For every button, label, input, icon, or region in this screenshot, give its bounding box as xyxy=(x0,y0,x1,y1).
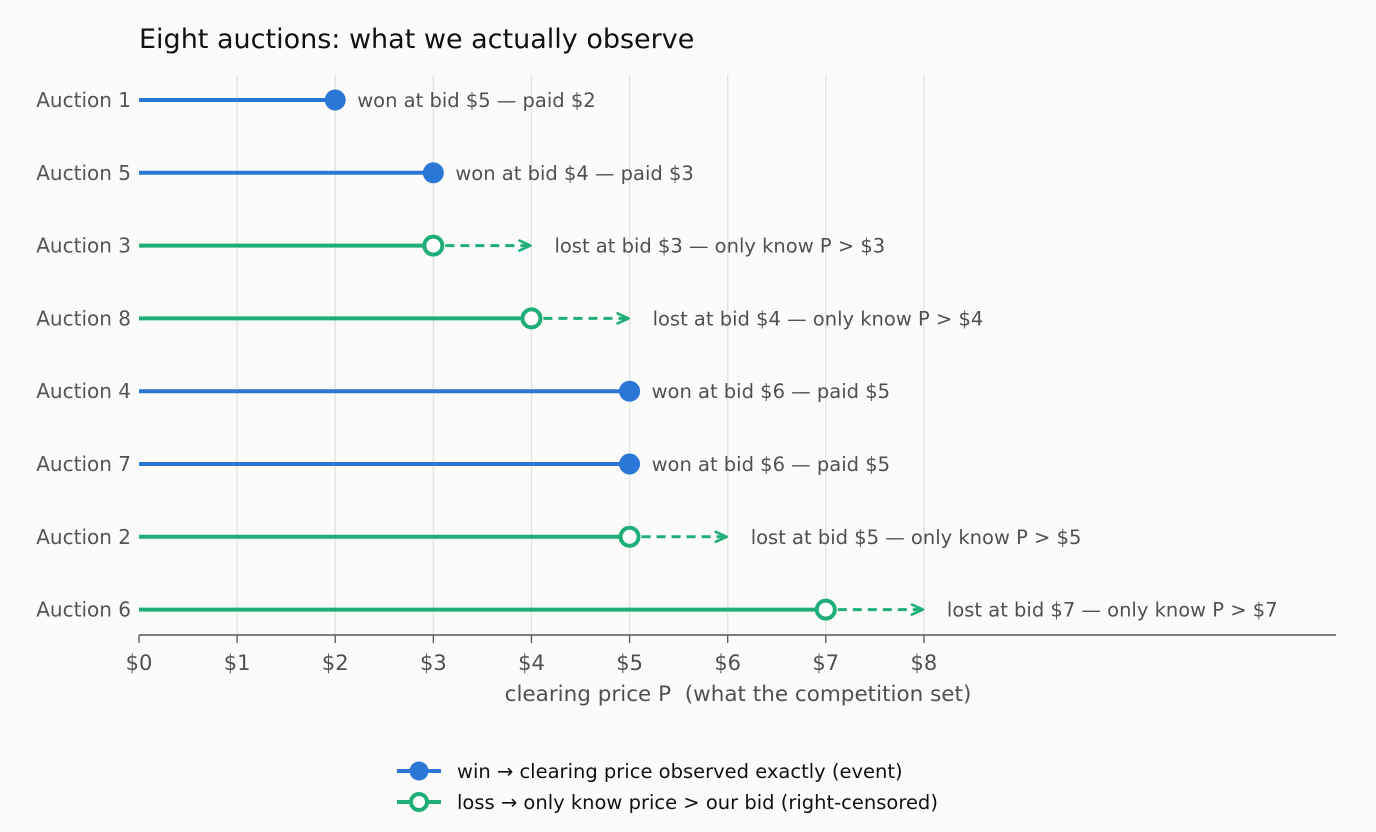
censor-arrow xyxy=(518,239,532,252)
row-annotation: lost at bid $3 — only know P > $3 xyxy=(554,235,885,258)
censored-marker xyxy=(814,598,837,621)
event-marker xyxy=(324,89,346,111)
x-tick-label: $7 xyxy=(812,651,839,675)
row-annotation: won at bid $4 — paid $3 xyxy=(455,162,693,185)
row-annotation: won at bid $6 — paid $5 xyxy=(652,453,890,476)
x-tick-label: $1 xyxy=(224,651,251,675)
grid xyxy=(236,75,925,635)
row-label: Auction 7 xyxy=(36,452,131,476)
row-label: Auction 5 xyxy=(36,161,131,185)
row-label: Auction 8 xyxy=(36,306,131,330)
x-tick-label: $3 xyxy=(420,651,447,675)
x-ticks: $0 $1 $2 $3 $4 $5 $6 $7 $8 xyxy=(126,635,938,675)
row: Auction 5 won at bid $4 — paid $3 xyxy=(36,161,694,185)
row: Auction 3 lost at bid $3 — only know P > … xyxy=(36,234,885,258)
x-tick-label: $6 xyxy=(714,651,741,675)
row: Auction 1 won at bid $5 — paid $2 xyxy=(36,88,595,112)
legend-entry: loss → only know price > our bid (right-… xyxy=(397,791,938,814)
row-annotation: won at bid $5 — paid $2 xyxy=(357,89,595,112)
legend-label: win → clearing price observed exactly (e… xyxy=(457,760,903,783)
censored-marker xyxy=(520,307,543,330)
row-label: Auction 1 xyxy=(36,88,131,112)
event-marker xyxy=(619,380,641,402)
row-annotation: lost at bid $7 — only know P > $7 xyxy=(947,599,1278,622)
row: Auction 4 won at bid $6 — paid $5 xyxy=(36,379,890,403)
x-tick-label: $2 xyxy=(322,651,349,675)
censor-arrow xyxy=(714,530,728,544)
x-tick-label: $5 xyxy=(616,651,643,675)
legend-marker xyxy=(409,761,429,781)
row: Auction 7 won at bid $6 — paid $5 xyxy=(36,452,890,476)
row: Auction 8 lost at bid $4 — only know P > … xyxy=(36,306,983,330)
censored-marker xyxy=(422,234,445,257)
row: Auction 6 lost at bid $7 — only know P > … xyxy=(36,598,1277,622)
row-annotation: lost at bid $5 — only know P > $5 xyxy=(751,526,1082,549)
row-label: Auction 3 xyxy=(36,234,131,258)
rows: Auction 1 won at bid $5 — paid $2Auction … xyxy=(36,88,1277,622)
row-label: Auction 6 xyxy=(36,598,131,622)
event-marker xyxy=(422,162,444,184)
row-annotation: lost at bid $4 — only know P > $4 xyxy=(653,307,984,330)
x-tick-label: $0 xyxy=(126,651,153,675)
chart-title: Eight auctions: what we actually observe xyxy=(139,24,694,55)
censor-arrow xyxy=(616,312,630,325)
censored-marker xyxy=(618,525,641,548)
legend-marker xyxy=(409,792,429,812)
event-marker xyxy=(619,453,641,475)
row-annotation: won at bid $6 — paid $5 xyxy=(652,380,890,403)
x-axis-label: clearing price P (what the competition s… xyxy=(505,682,972,707)
legend-entry: win → clearing price observed exactly (e… xyxy=(397,760,903,783)
legend-label: loss → only know price > our bid (right-… xyxy=(457,791,938,814)
legend: win → clearing price observed exactly (e… xyxy=(397,760,938,814)
row-label: Auction 4 xyxy=(36,379,131,403)
x-tick-label: $8 xyxy=(911,651,938,675)
x-tick-label: $4 xyxy=(518,651,545,675)
row: Auction 2 lost at bid $5 — only know P > … xyxy=(36,525,1081,549)
censor-arrow xyxy=(910,603,925,616)
row-label: Auction 2 xyxy=(36,525,131,549)
